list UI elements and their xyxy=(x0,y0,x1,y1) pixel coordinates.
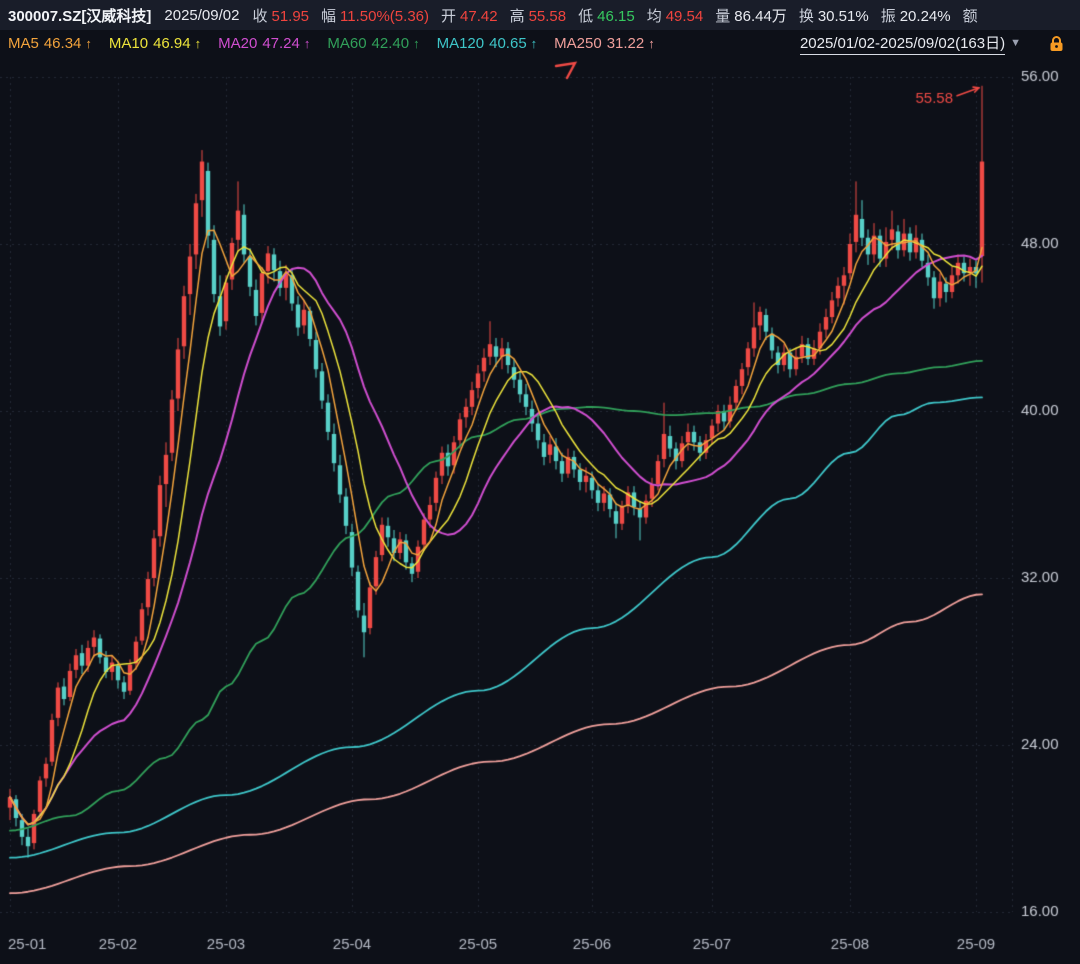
ma60-legend[interactable]: MA60 42.40 ↑ xyxy=(327,35,419,52)
ma-legend-bar: MA5 46.34 ↑ MA10 46.94 ↑ MA20 47.24 ↑ MA60 42.4… xyxy=(0,30,1080,56)
ma20-value: 47.24 xyxy=(262,34,300,52)
ma60-value: 42.40 xyxy=(371,34,410,52)
quote-close-value: 51.95 xyxy=(271,7,310,25)
quote-amount-label: 额 xyxy=(962,7,978,25)
up-arrow-icon: ↑ xyxy=(530,35,538,51)
ma5-value: 46.34 xyxy=(43,34,82,52)
up-arrow-icon: ↑ xyxy=(303,35,311,51)
quote-high-label: 高 xyxy=(509,7,525,25)
ma10-value: 46.94 xyxy=(153,34,191,52)
quote-avg-label: 均 xyxy=(646,7,662,25)
ma5-legend[interactable]: MA5 46.34 ↑ xyxy=(8,35,92,52)
ma60-label: MA60 xyxy=(327,34,367,52)
quote-turnover: 换 30.51% xyxy=(799,5,869,26)
quote-low-value: 46.15 xyxy=(597,7,635,25)
ma250-legend[interactable]: MA250 31.22 ↑ xyxy=(554,35,655,52)
quote-volume-label: 量 xyxy=(715,7,731,25)
quote-open-label: 开 xyxy=(441,7,457,25)
ma120-label: MA120 xyxy=(436,34,485,52)
up-arrow-icon: ↑ xyxy=(413,35,420,51)
ma250-label: MA250 xyxy=(554,34,602,52)
quote-avg-value: 49.54 xyxy=(665,7,704,25)
ma250-value: 31.22 xyxy=(606,34,645,52)
date-range-selector[interactable]: 2025/01/02-2025/09/02(163日) ▼ xyxy=(799,32,1021,55)
ma120-value: 40.65 xyxy=(489,34,527,52)
quote-low-label: 低 xyxy=(578,7,594,25)
quote-volume-value: 86.44万 xyxy=(734,7,787,25)
quote-close-label: 收 xyxy=(252,7,268,25)
up-arrow-icon: ↑ xyxy=(194,35,202,51)
quote-change: 幅 11.50%(5.36) xyxy=(321,5,429,26)
date-range-text: 2025/01/02-2025/09/02(163日) xyxy=(799,32,1006,55)
quote-turnover-label: 换 xyxy=(798,7,814,25)
chevron-down-icon: ▼ xyxy=(1010,37,1021,49)
lock-icon[interactable] xyxy=(1049,35,1064,52)
candlestick-chart xyxy=(0,56,1080,964)
stock-symbol: 300007.SZ[汉威科技] xyxy=(8,7,152,25)
quote-high: 高 55.58 xyxy=(510,5,567,26)
quote-change-value: 11.50%(5.36) xyxy=(340,7,429,25)
chart-canvas[interactable] xyxy=(0,56,1080,964)
quote-date: 2025/09/02 xyxy=(164,6,240,24)
quote-turnover-value: 30.51% xyxy=(817,7,869,25)
quote-amount: 额 xyxy=(963,5,982,26)
quote-low: 低 46.15 xyxy=(578,5,635,26)
quote-close: 收 51.95 xyxy=(252,5,309,26)
quote-amplitude-label: 振 xyxy=(880,7,896,25)
quote-amplitude: 振 20.24% xyxy=(881,5,951,26)
ma10-legend[interactable]: MA10 46.94 ↑ xyxy=(109,35,201,52)
quote-high-value: 55.58 xyxy=(528,7,567,25)
ma120-legend[interactable]: MA120 40.65 ↑ xyxy=(437,35,538,52)
up-arrow-icon: ↑ xyxy=(85,35,92,51)
quote-open: 开 47.42 xyxy=(441,5,498,26)
ma10-label: MA10 xyxy=(108,34,149,52)
ma20-legend[interactable]: MA20 47.24 ↑ xyxy=(218,35,310,52)
quote-volume: 量 86.44万 xyxy=(715,5,787,26)
quote-open-value: 47.42 xyxy=(460,7,498,25)
quote-bar: 300007.SZ[汉威科技] 2025/09/02 收 51.95 幅 11.50… xyxy=(0,0,1080,30)
quote-avg: 均 49.54 xyxy=(647,5,704,26)
up-arrow-icon: ↑ xyxy=(648,35,655,51)
ma20-label: MA20 xyxy=(218,34,258,52)
quote-change-label: 幅 xyxy=(321,7,337,25)
ma5-label: MA5 xyxy=(8,34,39,52)
quote-amplitude-value: 20.24% xyxy=(899,7,951,25)
